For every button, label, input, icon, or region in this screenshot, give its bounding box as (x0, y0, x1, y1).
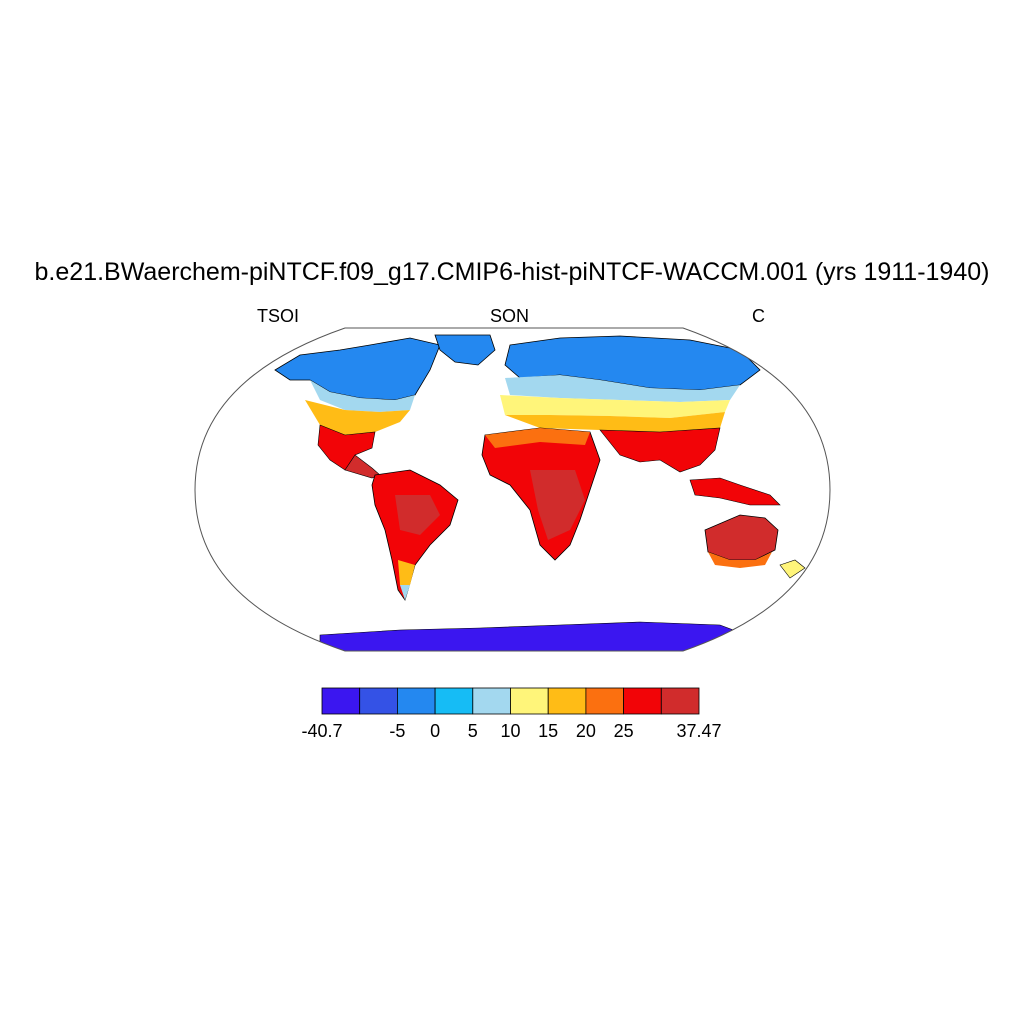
australia-south-band (708, 552, 772, 568)
units-label: C (752, 306, 765, 326)
maritime-asia-region (689, 477, 781, 506)
colorbar-box (321, 687, 361, 715)
central-america-region (344, 454, 381, 479)
africa-north-mild-band (485, 428, 590, 448)
colorbar-label: 25 (614, 721, 634, 741)
north-america-mild-band (305, 400, 410, 435)
colorbar-box (472, 687, 511, 715)
chart-title: b.e21.BWaerchem-piNTCF.f09_g17.CMIP6-his… (34, 258, 990, 286)
south-america-cool-tip (400, 585, 410, 600)
south-america-mild-tip (398, 560, 415, 585)
colorbar-label: 0 (430, 721, 440, 741)
map-frame (194, 327, 831, 652)
africa-hot-core (530, 470, 585, 540)
antarctica-region (319, 621, 761, 651)
colorbar-box (359, 687, 398, 715)
colorbar-label: 15 (538, 721, 558, 741)
eurasia-mild-band (500, 395, 730, 418)
colorbar-box (547, 687, 587, 715)
variable-label: TSOI (257, 306, 300, 326)
colorbar-label: 10 (500, 721, 520, 741)
colorbar-box (585, 687, 625, 715)
north-america-cool-band (310, 380, 415, 412)
colorbar-box (510, 687, 549, 715)
colorbar-label: -40.7 (301, 721, 342, 741)
colorbar-label: 37.47 (676, 721, 721, 741)
colorbar-box (623, 687, 662, 715)
colorbar-box (396, 687, 436, 715)
colorbar-box (660, 687, 700, 715)
eurasia-warm-band (505, 412, 725, 432)
colorbar-label: -5 (389, 721, 405, 741)
colorbar-box (434, 687, 474, 715)
new-zealand-region (779, 559, 806, 579)
south-america-hot-core (395, 495, 440, 535)
eurasia-cool-band (505, 375, 740, 402)
greenland-region (434, 334, 496, 366)
colorbar-label: 5 (468, 721, 478, 741)
season-label: SON (490, 306, 530, 326)
north-america-cold-region (274, 337, 441, 401)
colorbar-label: 20 (576, 721, 596, 741)
asia-south-region (599, 427, 721, 473)
